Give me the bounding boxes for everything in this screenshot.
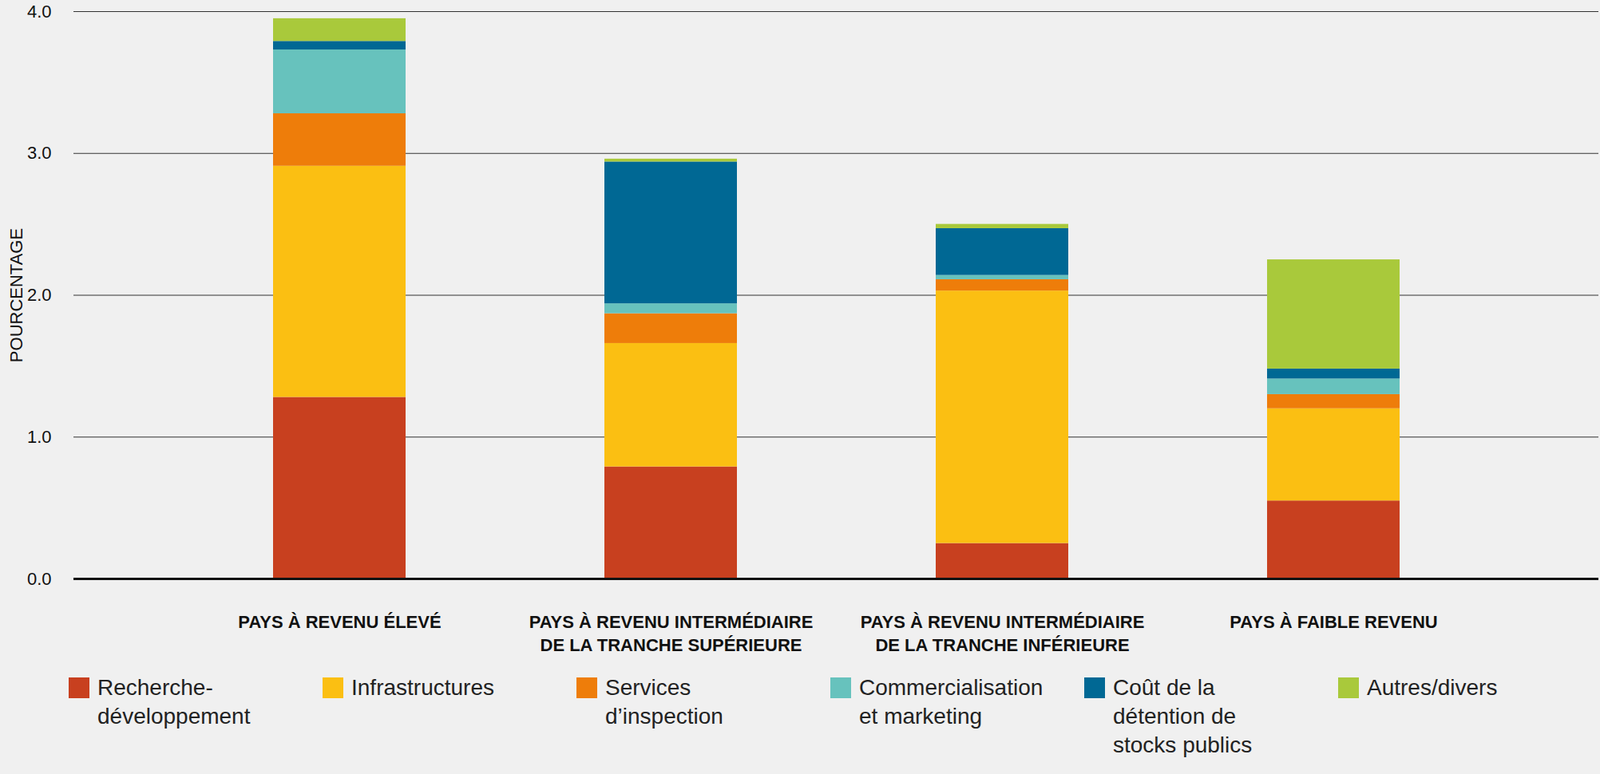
html-text:Coût de la détention de stocks: Coût de la détention de stocks publics [1112,675,1253,758]
svg-text:0.0: 0.0 [27,569,52,590]
html-text:Infrastructures: Infrastructures [351,675,495,701]
html-text:Services d’inspection: Services d’inspection [605,675,724,729]
html-text:Commercialisation et marketing: Commercialisation et marketing [859,675,1043,729]
html-text:Autres/divers: Autres/divers [1366,675,1498,701]
svg-text:PAYS À REVENU INTERMÉDIAIREDE: PAYS À REVENU INTERMÉDIAIREDE LA TRANCHE… [860,612,1145,657]
svg-text:PAYS À REVENU ÉLEVÉ: PAYS À REVENU ÉLEVÉ [237,612,441,633]
svg-text:2.0: 2.0 [27,285,52,305]
svg-text:3.0: 3.0 [27,142,52,163]
svg-text:PAYS À REVENU INTERMÉDIAIREDE: PAYS À REVENU INTERMÉDIAIREDE LA TRANCHE… [529,612,814,657]
svg-text:4.0: 4.0 [27,1,52,22]
svg-text:PAYS À FAIBLE REVENU: PAYS À FAIBLE REVENU [1229,612,1438,633]
svg-text:1.0: 1.0 [27,427,52,448]
svg-text:POURCENTAGE: POURCENTAGE [6,228,27,363]
html-text:Recherche-développement: Recherche-développement [97,675,251,729]
